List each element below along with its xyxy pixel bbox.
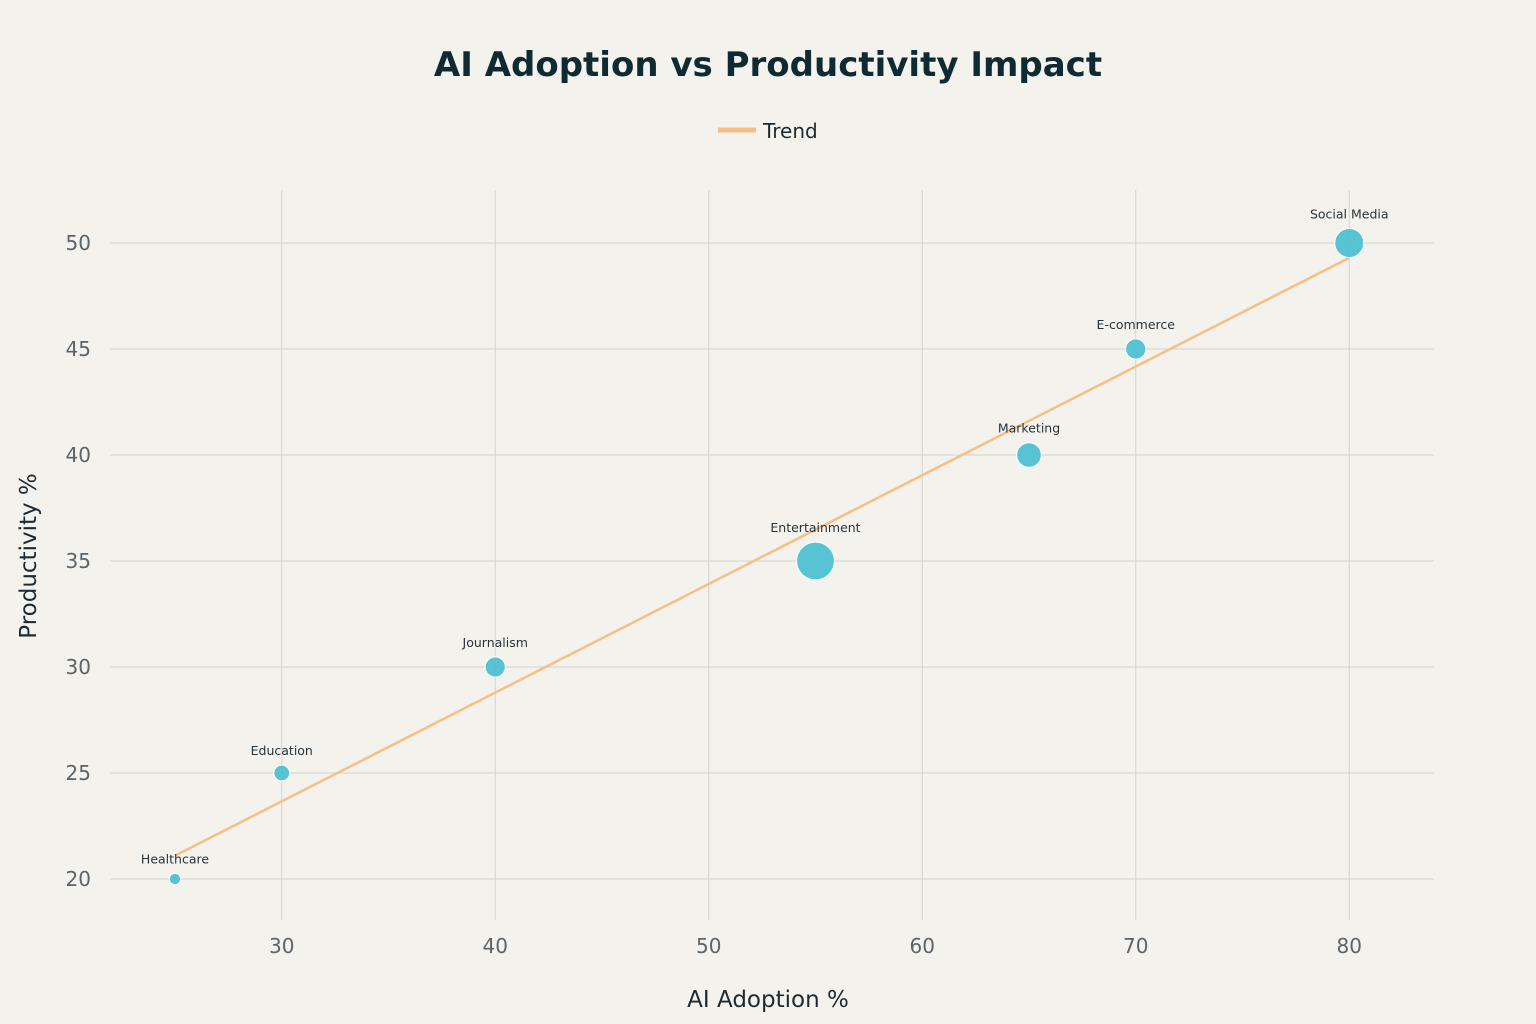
- scatter-points: [168, 228, 1365, 886]
- scatter-point[interactable]: [484, 656, 506, 678]
- x-tick-label: 60: [910, 934, 935, 958]
- y-tick-label: 40: [66, 443, 91, 467]
- legend[interactable]: Trend: [718, 119, 818, 143]
- y-axis-label: Productivity %: [16, 473, 42, 639]
- y-tick-label: 50: [66, 231, 91, 255]
- legend-trend-label: Trend: [762, 119, 818, 143]
- point-labels: Healthcare Education Journalism Entertainme…: [141, 207, 1389, 867]
- x-tick-labels: 30 40 50 60 70 80: [269, 934, 1362, 958]
- point-label: Marketing: [998, 421, 1060, 436]
- scatter-point[interactable]: [1016, 442, 1042, 468]
- scatter-point[interactable]: [1125, 338, 1147, 360]
- x-tick-label: 80: [1337, 934, 1362, 958]
- point-label: Healthcare: [141, 851, 209, 866]
- y-tick-label: 35: [66, 549, 91, 573]
- chart-title: AI Adoption vs Productivity Impact: [434, 45, 1102, 85]
- x-axis-label: AI Adoption %: [687, 987, 849, 1013]
- point-label: Education: [251, 743, 313, 758]
- trend-line: [174, 256, 1350, 857]
- x-tick-label: 40: [483, 934, 508, 958]
- point-label: Entertainment: [770, 520, 860, 535]
- y-tick-label: 20: [66, 867, 91, 891]
- point-label: Journalism: [462, 635, 528, 650]
- x-grid: [281, 190, 1350, 920]
- y-tick-label: 30: [66, 655, 91, 679]
- point-label: Social Media: [1310, 207, 1389, 222]
- scatter-point[interactable]: [168, 872, 182, 886]
- y-grid: [110, 242, 1434, 880]
- point-label: E-commerce: [1097, 317, 1176, 332]
- x-tick-label: 70: [1123, 934, 1148, 958]
- x-tick-label: 50: [696, 934, 721, 958]
- y-tick-label: 45: [66, 337, 91, 361]
- x-tick-label: 30: [269, 934, 294, 958]
- y-tick-label: 25: [66, 761, 91, 785]
- scatter-point[interactable]: [796, 541, 835, 581]
- scatter-point[interactable]: [273, 764, 291, 782]
- scatter-point[interactable]: [1334, 228, 1365, 258]
- y-tick-labels: 20 25 30 35 40 45 50: [66, 231, 91, 891]
